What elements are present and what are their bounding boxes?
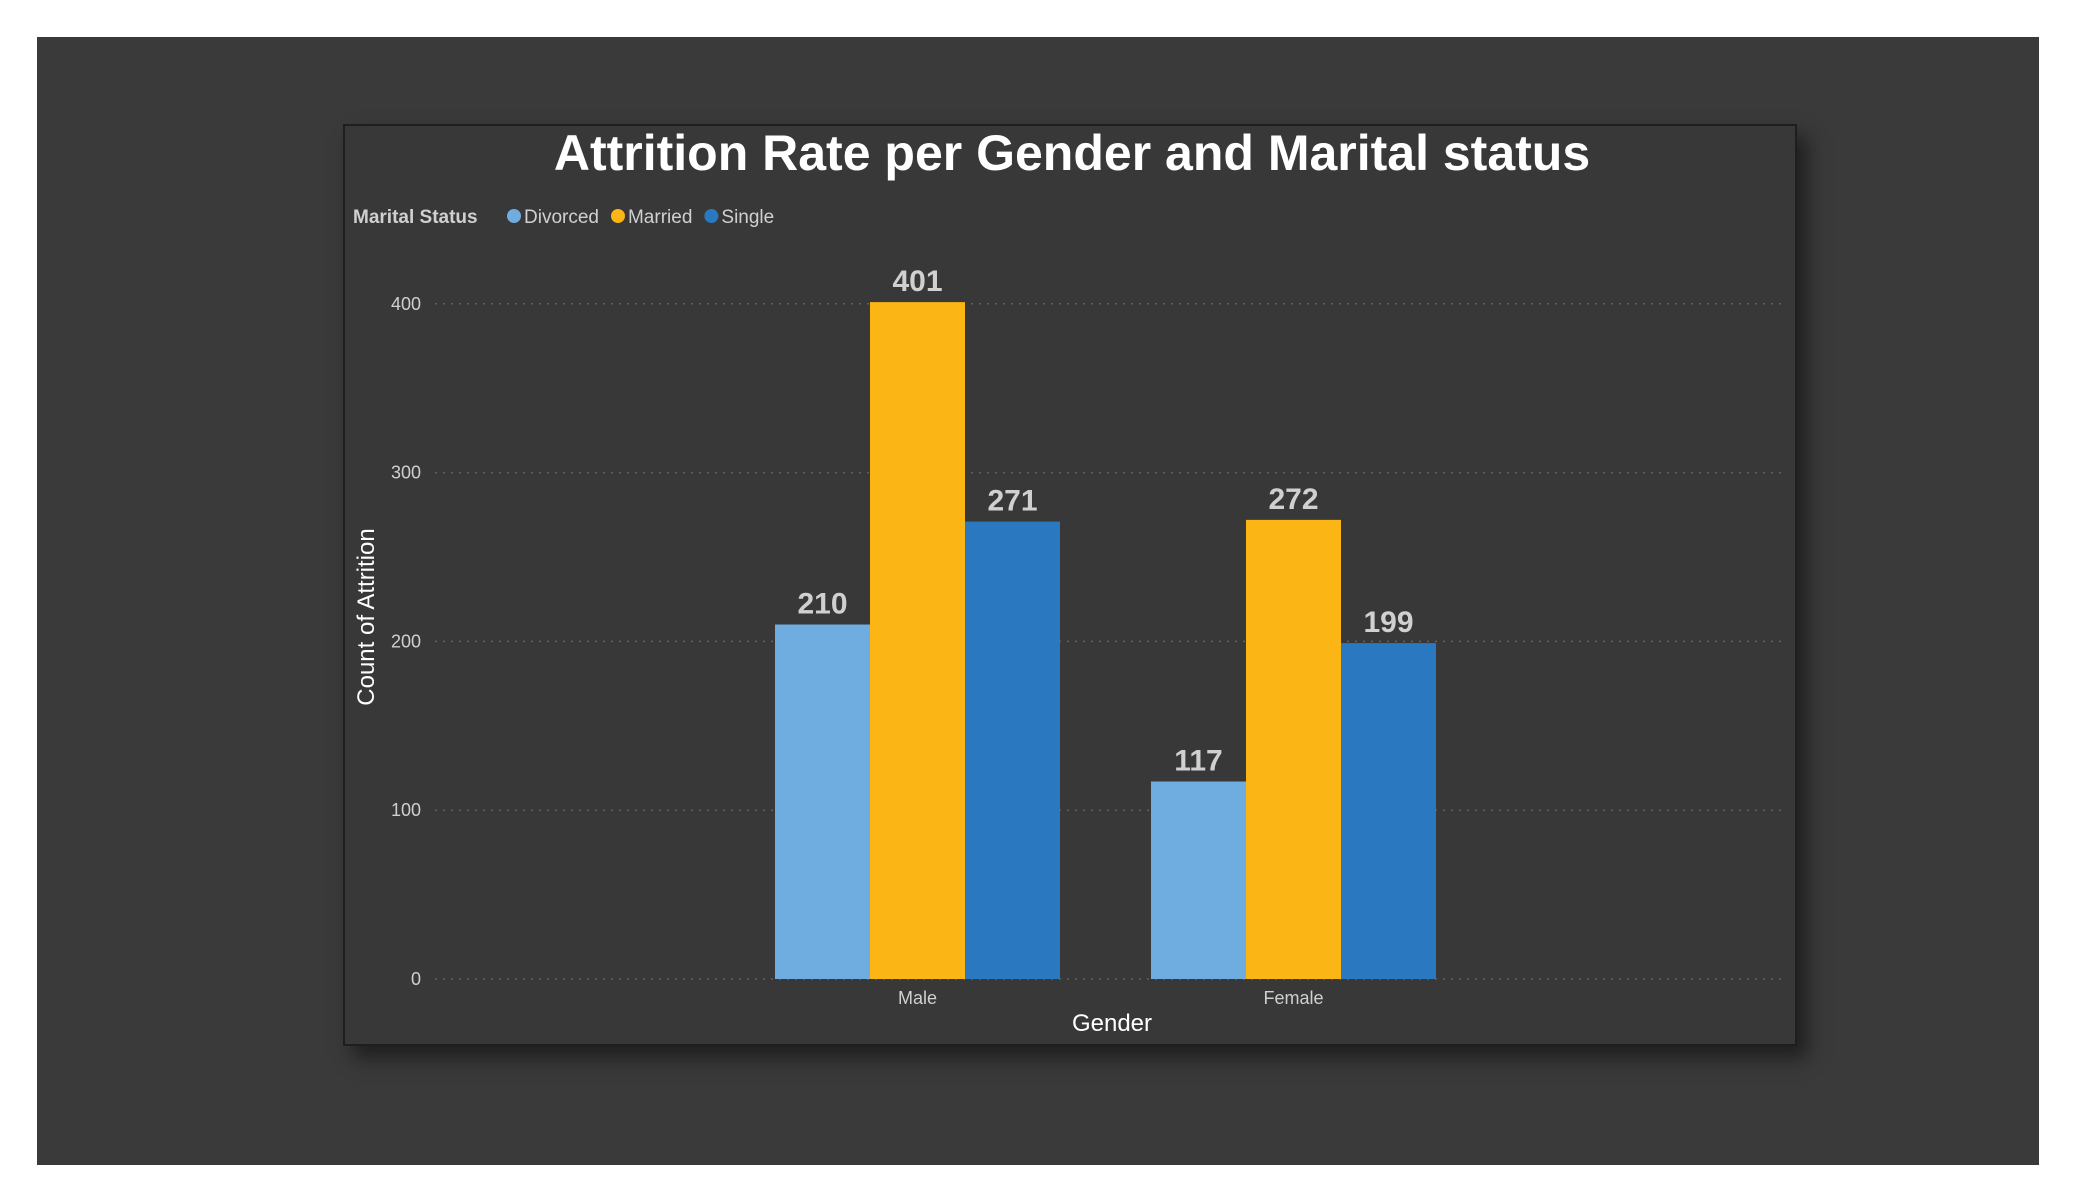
- data-label-female-single: 199: [1363, 606, 1413, 639]
- legend-marker-married: [610, 209, 625, 223]
- x-tick-label-male: Male: [898, 988, 937, 1008]
- data-label-male-divorced: 210: [797, 588, 847, 621]
- bars: [775, 302, 1436, 979]
- data-label-male-married: 401: [892, 265, 942, 298]
- y-tick-label-400: 400: [391, 294, 421, 314]
- bar-male-divorced: [775, 624, 870, 979]
- legend: Marital Status Divorced Married Single: [353, 207, 774, 228]
- legend-label-divorced: Divorced: [524, 207, 599, 228]
- bar-female-married: [1246, 519, 1341, 979]
- y-tick-label-300: 300: [391, 463, 421, 483]
- y-axis-ticks: 0 100 200 300 400: [391, 294, 421, 989]
- bar-male-single: [965, 521, 1060, 979]
- legend-marker-single: [704, 209, 719, 223]
- bar-male-married: [870, 302, 965, 979]
- chart-title: Attrition Rate per Gender and Marital st…: [554, 126, 1590, 181]
- y-tick-label-100: 100: [391, 800, 421, 820]
- legend-label-single: Single: [721, 207, 774, 228]
- y-tick-label-200: 200: [391, 631, 421, 651]
- legend-label-married: Married: [628, 207, 692, 228]
- legend-title: Marital Status: [353, 207, 478, 228]
- x-tick-label-female: Female: [1263, 988, 1323, 1008]
- bar-female-divorced: [1151, 781, 1246, 979]
- data-label-male-single: 271: [987, 485, 1037, 518]
- data-label-female-married: 272: [1268, 483, 1318, 516]
- data-label-female-divorced: 117: [1174, 745, 1222, 778]
- chart-svg: Attrition Rate per Gender and Marital st…: [353, 126, 1785, 1037]
- x-axis-ticks: Male Female: [898, 988, 1324, 1008]
- gridlines: [435, 303, 1785, 980]
- legend-marker-divorced: [507, 209, 521, 223]
- y-tick-label-0: 0: [411, 969, 421, 989]
- data-labels: 210 401 271 117 272 199: [797, 265, 1413, 777]
- bar-female-single: [1341, 643, 1436, 979]
- chart-card: Attrition Rate per Gender and Marital st…: [343, 124, 1797, 1046]
- x-axis-title: Gender: [1072, 1010, 1152, 1037]
- y-axis-title: Count of Attrition: [353, 528, 380, 705]
